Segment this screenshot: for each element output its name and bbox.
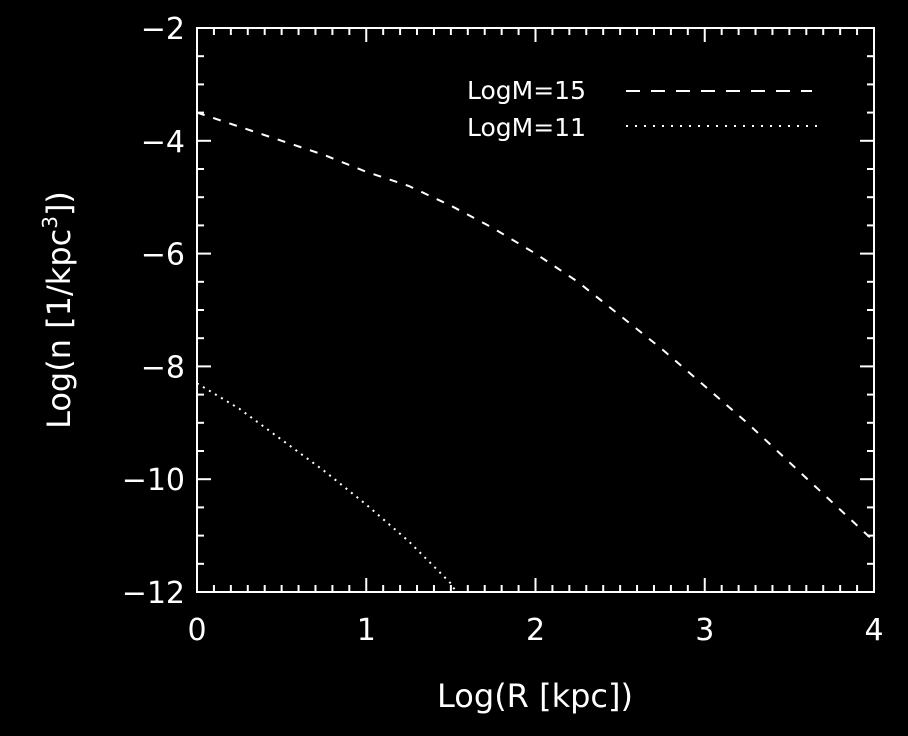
legend: LogM=15 LogM=11 [467,76,822,142]
x-tick-label: 1 [357,613,376,648]
y-tick-label: −2 [141,12,185,47]
y-tick-label: −10 [122,463,185,498]
y-axis-title-superscript: 3 [38,216,62,229]
y-tick-label: −12 [122,576,185,611]
x-tick-label: 2 [526,613,545,648]
x-tick-label: 0 [187,613,206,648]
y-tick-label: −6 [141,238,185,273]
tick-labels: 0 1 2 3 4 −12 −10 −8 −6 −4 −2 [122,12,884,648]
legend-label-logm15: LogM=15 [467,76,586,105]
y-tick-label: −8 [141,350,185,385]
legend-label-logm11: LogM=11 [467,113,586,142]
y-tick-label: −4 [141,125,185,160]
x-axis-title: Log(R [kpc]) [437,677,633,715]
y-axis-title: Log(n [1/kpc3]) [38,191,78,429]
x-tick-label: 3 [695,613,714,648]
y-axis-title-tail: ]) [40,191,78,216]
y-axis-title-main: Log(n [1/kpc [40,229,78,429]
x-tick-label: 4 [864,613,883,648]
